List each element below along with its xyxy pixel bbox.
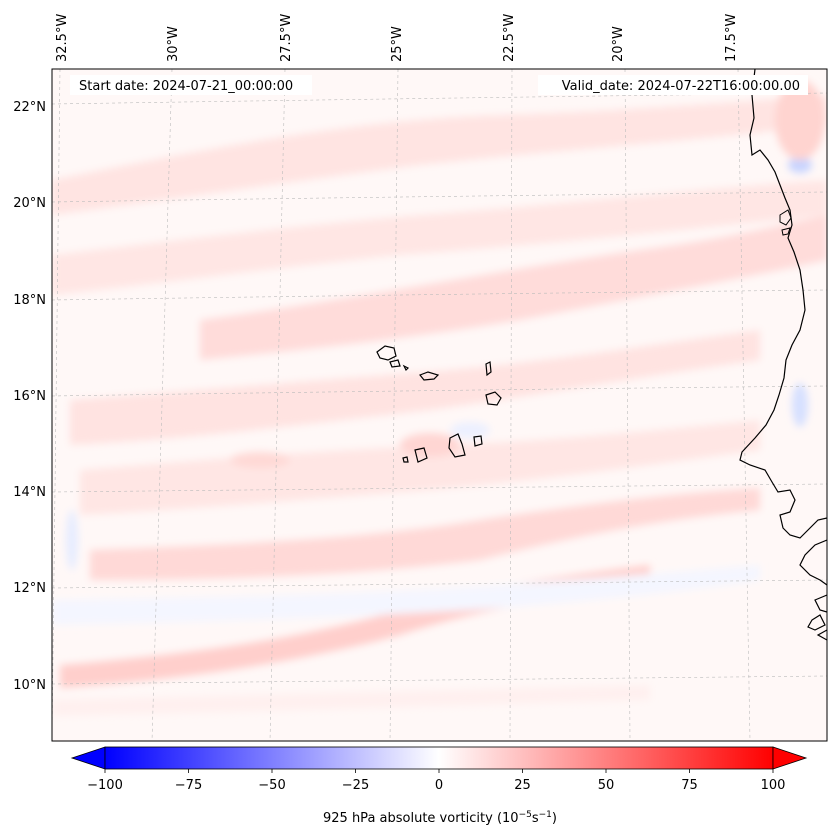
colorbar-tick: 50 bbox=[598, 778, 615, 793]
valid-date-box bbox=[538, 75, 808, 95]
colorbar-tick: 100 bbox=[761, 778, 786, 793]
graticule bbox=[52, 69, 827, 741]
island-brava bbox=[402, 456, 409, 463]
vorticity-field bbox=[52, 69, 827, 741]
start-date-box bbox=[70, 75, 312, 95]
colorbar-label: 925 hPa absolute vorticity (10−5s−1) bbox=[323, 810, 557, 826]
island-boa-vista bbox=[485, 391, 502, 406]
map-panel[interactable]: Start date: 2024-07-21_00:00:00 Valid_da… bbox=[51, 68, 828, 742]
colorbar-tick: −100 bbox=[87, 778, 123, 793]
colorbar-tick: 25 bbox=[514, 778, 531, 793]
start-date-label: Start date: 2024-07-21_00:00:00 bbox=[79, 79, 293, 94]
lat-label-12n: 12°N bbox=[13, 581, 46, 596]
colorbar-tick: −25 bbox=[342, 778, 369, 793]
africa-coastline-south bbox=[799, 539, 827, 641]
island-santa-luzia bbox=[402, 364, 410, 372]
coastal-island bbox=[779, 209, 792, 236]
colorbar-extend-high bbox=[772, 746, 808, 770]
map-frame bbox=[51, 68, 828, 742]
lon-label-27-5w: 27.5°W bbox=[279, 14, 294, 62]
lat-label-16n: 16°N bbox=[13, 389, 46, 404]
lat-label-20n: 20°N bbox=[13, 196, 46, 211]
island-santiago bbox=[448, 433, 466, 458]
lon-label-22-5w: 22.5°W bbox=[502, 14, 517, 62]
island-maio bbox=[473, 435, 483, 447]
colorbar-gradient bbox=[104, 746, 774, 770]
lat-label-18n: 18°N bbox=[13, 293, 46, 308]
africa-coastline bbox=[739, 69, 827, 539]
longitude-labels: 32.5°W 30°W 27.5°W 25°W 22.5°W 20°W 17.5… bbox=[55, 14, 739, 62]
lon-label-32-5w: 32.5°W bbox=[55, 14, 70, 62]
lon-label-17-5w: 17.5°W bbox=[724, 14, 739, 62]
lat-label-10n: 10°N bbox=[13, 678, 46, 693]
valid-date-label: Valid_date: 2024-07-22T16:00:00.00 bbox=[562, 79, 800, 94]
lon-label-30w: 30°W bbox=[166, 26, 181, 62]
island-santo-antao bbox=[376, 345, 397, 361]
island-sao-nicolau bbox=[419, 371, 440, 381]
island-fogo bbox=[414, 447, 428, 463]
colorbar: −100 −75 −50 −25 0 25 50 75 100 925 hPa … bbox=[70, 746, 808, 826]
latitude-labels: 22°N 20°N 18°N 16°N 14°N 12°N 10°N bbox=[13, 100, 46, 693]
cape-verde-islands bbox=[376, 345, 502, 463]
colorbar-tick: 0 bbox=[435, 778, 443, 793]
colorbar-tick: −50 bbox=[258, 778, 285, 793]
colorbar-tick: −75 bbox=[175, 778, 202, 793]
colorbar-tick: 75 bbox=[681, 778, 698, 793]
colorbar-extend-low bbox=[70, 746, 106, 770]
lon-label-25w: 25°W bbox=[390, 26, 405, 62]
lon-label-20w: 20°W bbox=[611, 26, 626, 62]
lat-label-14n: 14°N bbox=[13, 485, 46, 500]
island-sao-vicente bbox=[389, 359, 401, 368]
lat-label-22n: 22°N bbox=[13, 100, 46, 115]
island-sal bbox=[485, 361, 492, 377]
